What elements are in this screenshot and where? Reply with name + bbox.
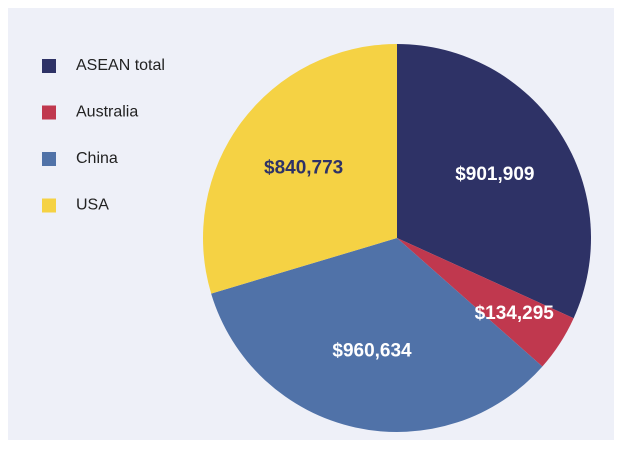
pie-slice xyxy=(397,44,592,319)
legend-swatch xyxy=(42,152,56,166)
legend-text: USA xyxy=(76,197,109,214)
value-label: $960,634 xyxy=(332,341,412,362)
pie-slice xyxy=(202,44,397,294)
pie-slice xyxy=(397,238,574,367)
legend-text: ASEAN total xyxy=(76,57,165,74)
legend-swatch xyxy=(42,198,56,213)
value-label: $134,295 xyxy=(475,303,555,324)
value-label: $901,909 xyxy=(455,164,534,185)
legend-text: Australia xyxy=(76,104,138,121)
value-label: $840,773 xyxy=(264,158,343,179)
legend-swatch xyxy=(42,59,56,73)
legend-text: China xyxy=(76,150,118,167)
legend-swatch xyxy=(42,105,56,120)
pie-slice xyxy=(211,238,543,432)
